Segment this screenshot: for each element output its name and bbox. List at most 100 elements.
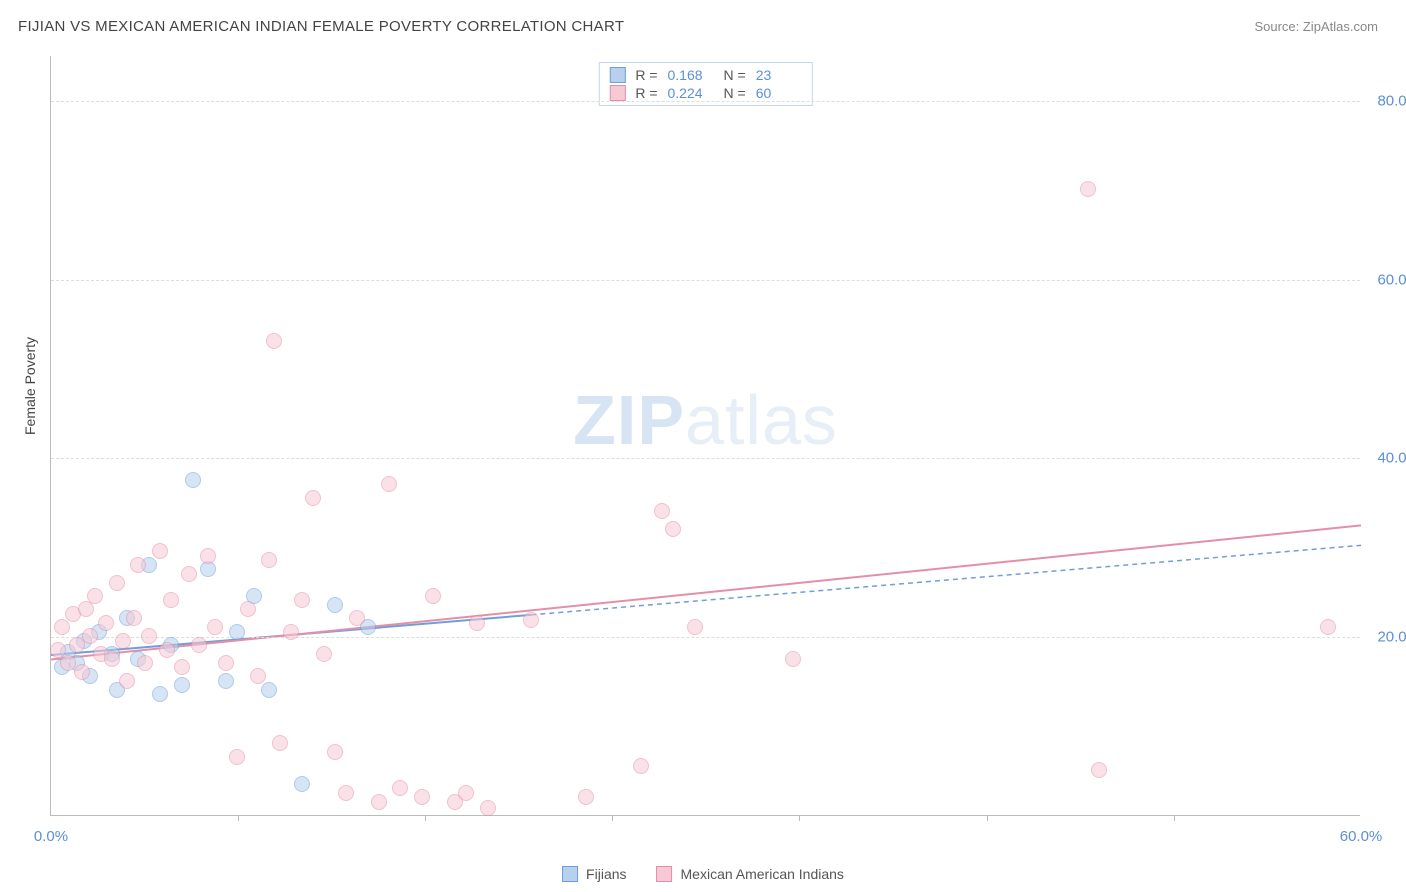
data-point (283, 624, 299, 640)
grid-line (51, 280, 1360, 281)
data-point (163, 592, 179, 608)
data-point (1091, 762, 1107, 778)
data-point (152, 686, 168, 702)
legend-correlation-box: R = 0.168 N = 23 R = 0.224 N = 60 (598, 62, 812, 106)
data-point (414, 789, 430, 805)
data-point (174, 677, 190, 693)
data-point (458, 785, 474, 801)
n-label: N = (724, 67, 746, 83)
x-tick-mark (799, 815, 800, 821)
data-point (327, 744, 343, 760)
y-tick-label: 40.0% (1377, 450, 1406, 467)
x-tick-mark (1174, 815, 1175, 821)
data-point (240, 601, 256, 617)
data-point (687, 619, 703, 635)
chart-svg (51, 56, 1360, 815)
data-point (200, 548, 216, 564)
data-point (1320, 619, 1336, 635)
chart-title: FIJIAN VS MEXICAN AMERICAN INDIAN FEMALE… (18, 18, 624, 35)
data-point (338, 785, 354, 801)
data-point (469, 615, 485, 631)
title-bar: FIJIAN VS MEXICAN AMERICAN INDIAN FEMALE… (0, 0, 1406, 47)
data-point (185, 472, 201, 488)
legend-series-item: Mexican American Indians (657, 866, 844, 882)
x-tick-mark (425, 815, 426, 821)
data-point (327, 597, 343, 613)
legend-series-label: Fijians (586, 866, 626, 882)
y-axis-title: Female Poverty (22, 337, 38, 435)
source-label: Source: ZipAtlas.com (1254, 19, 1378, 34)
data-point (316, 646, 332, 662)
data-point (82, 628, 98, 644)
r-label: R = (635, 67, 657, 83)
data-point (272, 735, 288, 751)
data-point (181, 566, 197, 582)
x-tick-label: 0.0% (34, 828, 68, 845)
r-value: 0.224 (668, 85, 714, 101)
data-point (294, 592, 310, 608)
legend-swatch (609, 85, 625, 101)
r-value: 0.168 (668, 67, 714, 83)
data-point (137, 655, 153, 671)
data-point (665, 521, 681, 537)
data-point (261, 552, 277, 568)
grid-line (51, 458, 1360, 459)
data-point (480, 800, 496, 816)
legend-series-item: Fijians (562, 866, 626, 882)
n-value: 60 (756, 85, 802, 101)
legend-correlation-row: R = 0.168 N = 23 (609, 66, 801, 84)
chart-plot-area: ZIPatlas R =0.168N =23R =0.224N =60 20.0… (50, 56, 1360, 816)
data-point (654, 503, 670, 519)
data-point (159, 642, 175, 658)
data-point (152, 543, 168, 559)
data-point (305, 490, 321, 506)
data-point (119, 673, 135, 689)
data-point (523, 612, 539, 628)
data-point (229, 749, 245, 765)
legend-series: Fijians Mexican American Indians (562, 866, 844, 882)
data-point (371, 794, 387, 810)
r-label: R = (635, 85, 657, 101)
data-point (126, 610, 142, 626)
data-point (87, 588, 103, 604)
data-point (294, 776, 310, 792)
data-point (633, 758, 649, 774)
x-tick-label: 60.0% (1340, 828, 1383, 845)
data-point (250, 668, 266, 684)
grid-line (51, 101, 1360, 102)
legend-swatch (657, 866, 673, 882)
data-point (392, 780, 408, 796)
data-point (218, 673, 234, 689)
data-point (54, 619, 70, 635)
data-point (207, 619, 223, 635)
n-label: N = (724, 85, 746, 101)
data-point (115, 633, 131, 649)
data-point (229, 624, 245, 640)
n-value: 23 (756, 67, 802, 83)
data-point (130, 557, 146, 573)
legend-correlation-row: R = 0.224 N = 60 (609, 84, 801, 102)
regression-line-dashed (531, 545, 1361, 614)
data-point (109, 575, 125, 591)
x-tick-mark (987, 815, 988, 821)
y-tick-label: 80.0% (1377, 92, 1406, 109)
data-point (1080, 181, 1096, 197)
data-point (381, 476, 397, 492)
legend-swatch (562, 866, 578, 882)
data-point (104, 651, 120, 667)
data-point (50, 642, 66, 658)
grid-line (51, 637, 1360, 638)
data-point (191, 637, 207, 653)
data-point (261, 682, 277, 698)
data-point (78, 601, 94, 617)
data-point (98, 615, 114, 631)
y-tick-label: 20.0% (1377, 629, 1406, 646)
legend-series-label: Mexican American Indians (681, 866, 844, 882)
data-point (349, 610, 365, 626)
data-point (74, 664, 90, 680)
data-point (141, 628, 157, 644)
x-tick-mark (612, 815, 613, 821)
y-tick-label: 60.0% (1377, 271, 1406, 288)
data-point (785, 651, 801, 667)
data-point (578, 789, 594, 805)
